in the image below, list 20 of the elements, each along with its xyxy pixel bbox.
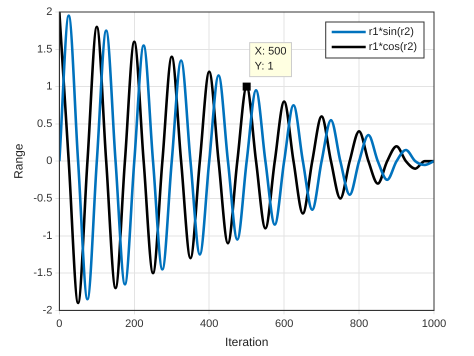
y-tick-label: -1.5 — [33, 267, 52, 280]
y-tick-label: 0.5 — [37, 118, 52, 130]
x-tick-label: 800 — [350, 318, 368, 330]
y-tick-label: 1.5 — [37, 43, 52, 56]
x-tick-label: 400 — [200, 318, 218, 330]
y-tick-label: 1 — [46, 80, 52, 93]
x-tick-label: 200 — [125, 318, 144, 330]
y-tick-label: -1 — [42, 230, 52, 242]
x-tick-label: 1000 — [422, 318, 446, 330]
y-tick-label: -2 — [42, 304, 52, 316]
y-tick-label: 0 — [46, 155, 52, 168]
y-tick-label: -0.5 — [33, 192, 52, 205]
annotation: X: 500 Y: 1 — [254, 46, 286, 73]
x-axis-title: Iteration — [225, 335, 268, 350]
y-axis-title: Range — [12, 143, 26, 179]
legend-label: r1*cos(r2) — [368, 41, 418, 54]
legend-label: r1*sin(r2) — [368, 26, 414, 38]
x-tick-label: 0 — [56, 318, 62, 330]
x-tick-label: 600 — [274, 318, 294, 330]
y-tick-label: 2 — [46, 6, 52, 18]
